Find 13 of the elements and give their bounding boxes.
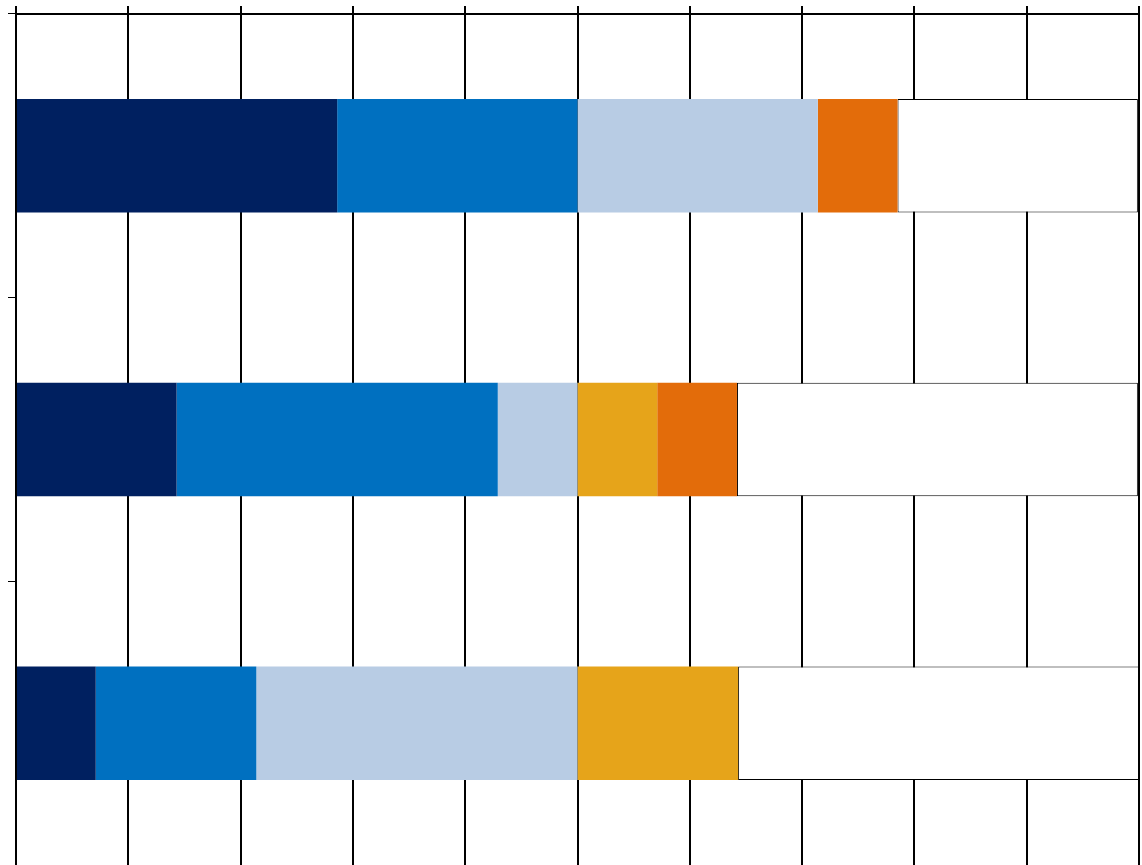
- bar: [256, 666, 578, 780]
- bar: [176, 382, 498, 497]
- bar: [577, 382, 658, 497]
- bar: [17, 382, 177, 497]
- bar: [817, 99, 898, 213]
- bar: [17, 99, 338, 213]
- bar: [577, 666, 739, 780]
- bar: [17, 666, 96, 780]
- bar: [657, 382, 737, 497]
- bar: [95, 666, 257, 780]
- bar: [577, 99, 818, 213]
- bar: [337, 99, 578, 213]
- bar: [497, 382, 578, 497]
